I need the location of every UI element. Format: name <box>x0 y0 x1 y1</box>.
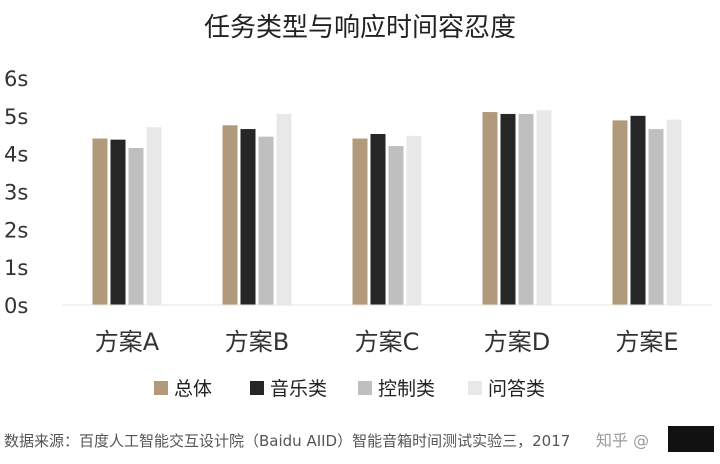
bar <box>222 125 238 306</box>
bar <box>406 135 422 305</box>
legend-label: 问答类 <box>488 378 545 400</box>
watermark-logo-icon <box>668 426 714 452</box>
x-axis: 方案A 方案B 方案C 方案D 方案E <box>62 304 712 356</box>
legend: 总体 音乐类 控制类 问答类 <box>154 378 545 400</box>
bar <box>240 129 256 305</box>
chart-title: 任务类型与响应时间容忍度 <box>204 13 516 43</box>
legend-swatch <box>250 381 264 395</box>
bar <box>276 113 292 305</box>
bar <box>352 138 368 305</box>
y-tick-label: 5s <box>4 105 28 129</box>
watermark-text: 知乎 @ <box>596 431 649 450</box>
bar <box>612 120 628 305</box>
x-tick-label: 方案D <box>484 328 550 356</box>
bar <box>536 110 552 306</box>
bar <box>500 113 516 305</box>
y-tick-label: 3s <box>4 181 28 205</box>
y-tick-label: 4s <box>4 143 28 167</box>
y-tick-label: 6s <box>4 67 28 91</box>
y-tick-label: 1s <box>4 256 28 280</box>
watermark: 知乎 @ <box>596 426 714 452</box>
x-tick-label: 方案E <box>615 328 678 356</box>
plot-area <box>92 110 682 306</box>
bar <box>110 139 126 305</box>
legend-label: 总体 <box>174 378 212 400</box>
y-tick-label: 2s <box>4 218 28 242</box>
bar <box>648 129 664 305</box>
bar <box>666 119 682 305</box>
bar <box>258 136 274 305</box>
x-tick-label: 方案B <box>225 328 289 356</box>
bar <box>388 146 404 305</box>
legend-swatch <box>358 381 372 395</box>
bar <box>146 127 162 305</box>
legend-swatch <box>468 381 482 395</box>
legend-swatch <box>154 381 168 395</box>
source-note: 数据来源：百度人工智能交互设计院（Baidu AIID）智能音箱时间测试实验三，… <box>4 432 570 450</box>
bar <box>518 113 534 305</box>
bar <box>128 147 144 305</box>
legend-label: 音乐类 <box>270 378 327 400</box>
x-tick-label: 方案A <box>95 328 160 356</box>
bar <box>630 115 646 305</box>
bar <box>482 112 498 305</box>
legend-label: 控制类 <box>378 378 435 400</box>
bar <box>370 133 386 305</box>
bar <box>92 138 108 305</box>
y-tick-label: 0s <box>4 294 28 318</box>
y-axis: 0s 1s 2s 3s 4s 5s 6s <box>4 67 28 318</box>
x-tick-label: 方案C <box>355 328 420 356</box>
